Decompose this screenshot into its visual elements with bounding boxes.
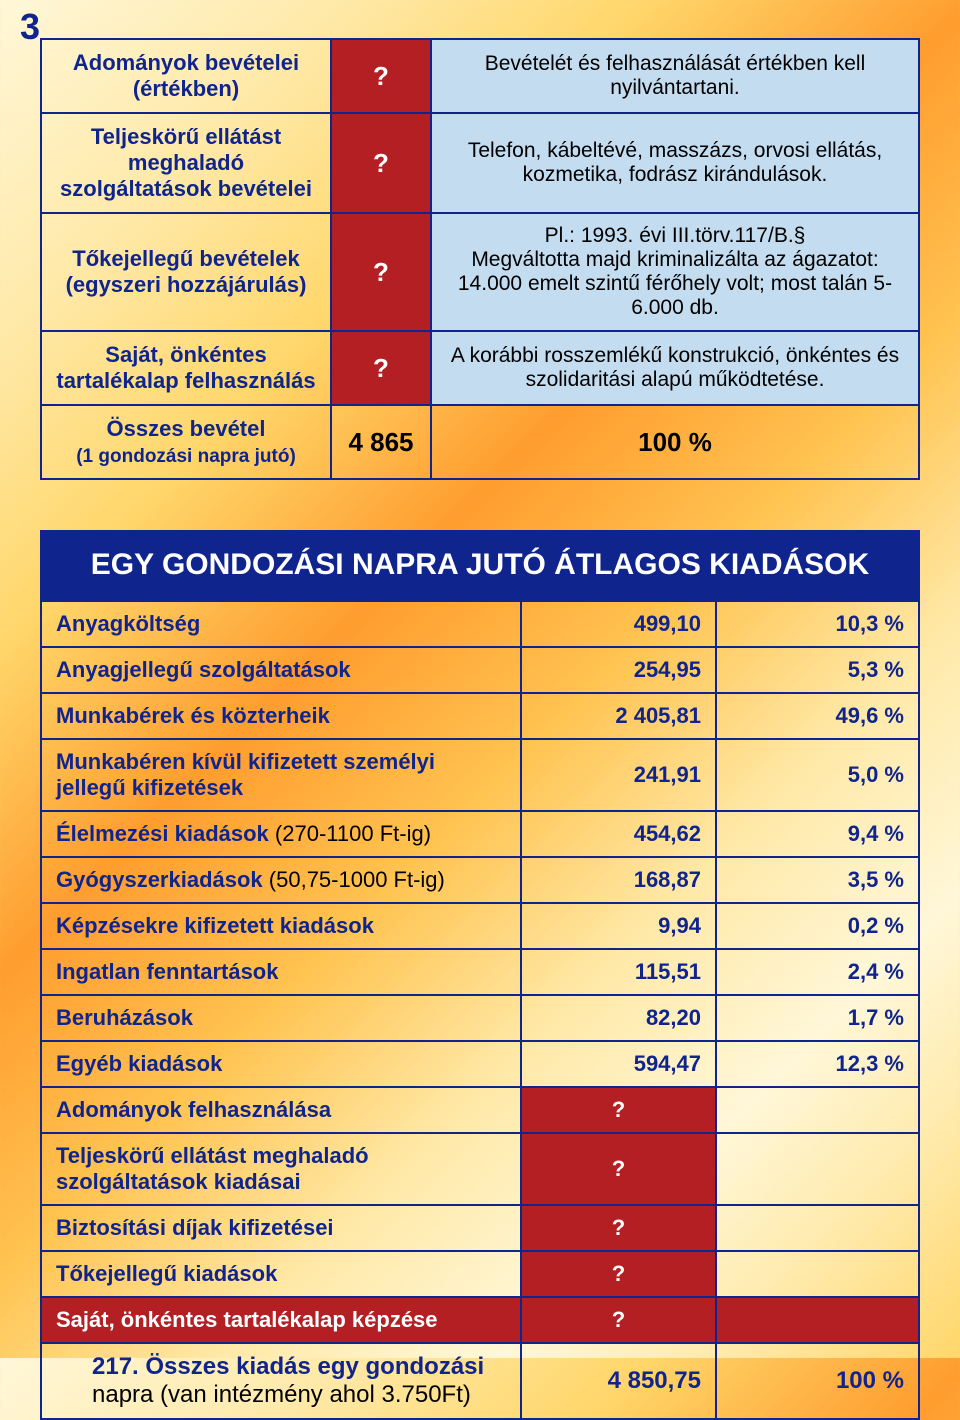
desc-line: Pl.: 1993. évi III.törv.117/B.§ [545, 224, 806, 247]
table-row: Képzésekre kifizetett kiadások9,940,2 % [41, 903, 919, 949]
exp-pct [716, 1087, 919, 1133]
total-value: 4 850,75 [521, 1343, 716, 1419]
table-row: Tőkejellegű kiadások? [41, 1251, 919, 1297]
row-label: Tőkejellegű bevételek (egyszeri hozzájár… [41, 213, 331, 331]
exp-value: ? [521, 1297, 716, 1343]
exp-label: Adományok felhasználása [41, 1087, 521, 1133]
exp-pct: 9,4 % [716, 811, 919, 857]
row-label: Teljeskörű ellátást meghaladó szolgáltat… [41, 113, 331, 213]
total-label: 217. Összes kiadás egy gondozási napra (… [41, 1343, 521, 1419]
question-cell: ? [331, 331, 431, 405]
total-label-line: Összes bevétel [107, 416, 266, 441]
question-cell: ? [331, 213, 431, 331]
exp-label-note: (50,75-1000 Ft-ig) [263, 867, 445, 892]
exp-pct [716, 1133, 919, 1205]
table-row: Ingatlan fenntartások115,512,4 % [41, 949, 919, 995]
total-label-sub: napra (van intézmény ahol 3.750Ft) [92, 1381, 471, 1408]
exp-value: 115,51 [521, 949, 716, 995]
exp-label: Anyagjellegű szolgáltatások [41, 647, 521, 693]
total-row: Összes bevétel (1 gondozási napra jutó) … [41, 405, 919, 479]
exp-label: Tőkejellegű kiadások [41, 1251, 521, 1297]
exp-label: Beruházások [41, 995, 521, 1041]
total-label-line: (1 gondozási napra jutó) [76, 446, 296, 467]
exp-label-main: Élelmezési kiadások [56, 821, 269, 846]
table-row: Tőkejellegű bevételek (egyszeri hozzájár… [41, 213, 919, 331]
exp-pct: 2,4 % [716, 949, 919, 995]
exp-value: 254,95 [521, 647, 716, 693]
table-row: Munkabéren kívül kifizetett személyi jel… [41, 739, 919, 811]
exp-pct: 1,7 % [716, 995, 919, 1041]
exp-label: Egyéb kiadások [41, 1041, 521, 1087]
exp-pct: 10,3 % [716, 601, 919, 647]
total-row: 217. Összes kiadás egy gondozási napra (… [41, 1343, 919, 1419]
exp-value: 454,62 [521, 811, 716, 857]
exp-pct: 49,6 % [716, 693, 919, 739]
exp-pct [716, 1251, 919, 1297]
table-row: Anyagjellegű szolgáltatások254,955,3 % [41, 647, 919, 693]
desc-line: Megváltotta majd kriminalizálta az ágaza… [458, 248, 892, 319]
exp-label: Munkabéren kívül kifizetett személyi jel… [41, 739, 521, 811]
table-row: Teljeskörű ellátást meghaladó szolgáltat… [41, 113, 919, 213]
exp-value: 82,20 [521, 995, 716, 1041]
row-desc: Bevételét és felhasználását értékben kel… [431, 39, 919, 113]
exp-label: Élelmezési kiadások (270-1100 Ft-ig) [41, 811, 521, 857]
table-row: Élelmezési kiadások (270-1100 Ft-ig)454,… [41, 811, 919, 857]
table-row: Adományok bevételei (értékben) ? Bevétel… [41, 39, 919, 113]
exp-label-main: Gyógyszerkiadások [56, 867, 263, 892]
table-row: Anyagköltség499,1010,3 % [41, 601, 919, 647]
exp-pct: 3,5 % [716, 857, 919, 903]
table-row: Saját, önkéntes tartalékalap felhasználá… [41, 331, 919, 405]
expenses-table: Anyagköltség499,1010,3 % Anyagjellegű sz… [40, 600, 920, 1420]
exp-label: Képzésekre kifizetett kiadások [41, 903, 521, 949]
table-row: Gyógyszerkiadások (50,75-1000 Ft-ig)168,… [41, 857, 919, 903]
page-number: 3 [20, 6, 40, 48]
table-row: Beruházások82,201,7 % [41, 995, 919, 1041]
exp-value: 594,47 [521, 1041, 716, 1087]
exp-label: Anyagköltség [41, 601, 521, 647]
exp-pct: 0,2 % [716, 903, 919, 949]
exp-value: 241,91 [521, 739, 716, 811]
exp-value: 168,87 [521, 857, 716, 903]
exp-label-note: (270-1100 Ft-ig) [269, 821, 431, 846]
exp-value: 9,94 [521, 903, 716, 949]
table-row: Munkabérek és közterheik2 405,8149,6 % [41, 693, 919, 739]
table-row: Adományok felhasználása? [41, 1087, 919, 1133]
exp-pct: 5,0 % [716, 739, 919, 811]
revenue-table: Adományok bevételei (értékben) ? Bevétel… [40, 38, 920, 480]
exp-value: 499,10 [521, 601, 716, 647]
question-cell: ? [331, 113, 431, 213]
exp-value: ? [521, 1087, 716, 1133]
total-label-main: 217. Összes kiadás egy gondozási [92, 1353, 506, 1381]
total-value: 4 865 [331, 405, 431, 479]
total-percent: 100 % [431, 405, 919, 479]
exp-value: ? [521, 1251, 716, 1297]
question-cell: ? [331, 39, 431, 113]
exp-label: Gyógyszerkiadások (50,75-1000 Ft-ig) [41, 857, 521, 903]
expenses-section: EGY GONDOZÁSI NAPRA JUTÓ ÁTLAGOS KIADÁSO… [40, 530, 920, 1420]
table-row: Teljeskörű ellátást meghaladó szolgáltat… [41, 1133, 919, 1205]
exp-label: Saját, önkéntes tartalékalap képzése [41, 1297, 521, 1343]
row-desc: A korábbi rosszemlékű konstrukció, önkén… [431, 331, 919, 405]
exp-pct: 5,3 % [716, 647, 919, 693]
row-label: Saját, önkéntes tartalékalap felhasználá… [41, 331, 331, 405]
expenses-header: EGY GONDOZÁSI NAPRA JUTÓ ÁTLAGOS KIADÁSO… [40, 530, 920, 600]
total-pct: 100 % [716, 1343, 919, 1419]
row-desc: Pl.: 1993. évi III.törv.117/B.§ Megválto… [431, 213, 919, 331]
exp-label: Munkabérek és közterheik [41, 693, 521, 739]
row-desc: Telefon, kábeltévé, masszázs, orvosi ell… [431, 113, 919, 213]
exp-pct: 12,3 % [716, 1041, 919, 1087]
exp-pct [716, 1297, 919, 1343]
exp-pct [716, 1205, 919, 1251]
exp-label: Biztosítási díjak kifizetései [41, 1205, 521, 1251]
exp-label: Ingatlan fenntartások [41, 949, 521, 995]
exp-value: ? [521, 1205, 716, 1251]
exp-label: Teljeskörű ellátást meghaladó szolgáltat… [41, 1133, 521, 1205]
exp-value: 2 405,81 [521, 693, 716, 739]
table-row: Biztosítási díjak kifizetései? [41, 1205, 919, 1251]
row-label: Adományok bevételei (értékben) [41, 39, 331, 113]
total-label: Összes bevétel (1 gondozási napra jutó) [41, 405, 331, 479]
table-row: Egyéb kiadások594,4712,3 % [41, 1041, 919, 1087]
table-row: Saját, önkéntes tartalékalap képzése? [41, 1297, 919, 1343]
exp-value: ? [521, 1133, 716, 1205]
